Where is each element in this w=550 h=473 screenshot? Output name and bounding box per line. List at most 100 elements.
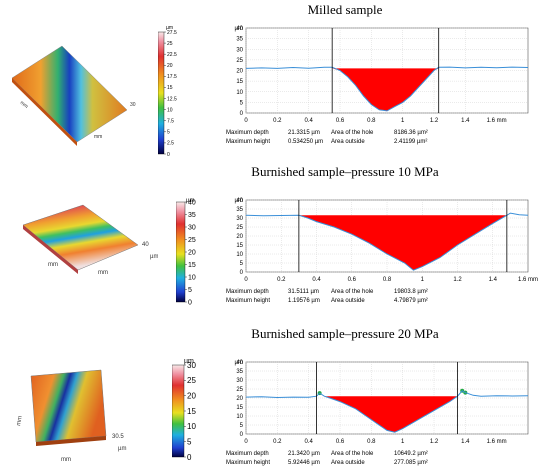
panel-3-stat-depth-value: 21.3420 µm: [288, 451, 320, 457]
colorbar-tick-label: 2.5: [167, 141, 174, 147]
panel-3-surface-image: mm mm 30.5 µm: [16, 369, 126, 463]
y-tick-label: 40: [236, 198, 243, 204]
y-tick-label: 15: [236, 243, 243, 249]
panel-3-colorbar: µm 30 25 20 15 10 5 0: [171, 356, 212, 466]
y-axis-unit: µm: [235, 26, 243, 32]
x-tick-label: 0.2: [273, 118, 282, 124]
y-tick-label: 0: [240, 270, 244, 276]
x-tick-label: 1.2: [430, 118, 439, 124]
y-axis-unit: µm: [235, 198, 243, 204]
colorbar-tick-label: 30: [188, 224, 196, 231]
x-end-tick-label: 1.6 mm: [518, 277, 538, 283]
colorbar-tick-label: 22.5: [167, 52, 177, 58]
colorbar-tick-label: 25: [167, 41, 173, 47]
y-tick-label: 30: [236, 378, 243, 384]
panel-2-stat-hole-label: Area of the hole: [331, 289, 374, 295]
panel-1-stat-height-label: Maximum height: [226, 139, 271, 145]
y-tick-label: 20: [236, 396, 243, 402]
y-axis-unit: µm: [235, 360, 243, 366]
hole-area: [316, 396, 458, 433]
y-tick-label: 0: [240, 432, 244, 438]
panel-3-surface-label-z: 30.5: [112, 434, 124, 440]
hole-area: [332, 68, 439, 111]
panel-3-stat-outside-label: Area outside: [331, 460, 365, 466]
colorbar-tick-label: 0: [187, 453, 192, 461]
panel-2-surface-label-unit: µm: [150, 254, 158, 260]
x-tick-label: 0.8: [383, 277, 392, 283]
colorbar-tick-label: 27.5: [167, 30, 177, 36]
panel-2-surface-image: mm mm 40 µm: [22, 204, 158, 276]
profile-line: [245, 212, 529, 271]
x-tick-label: 0.8: [367, 118, 376, 124]
x-tick-label: 0.8: [367, 439, 376, 445]
profile-line: [245, 66, 529, 112]
panel-1-stat-height-value: 0.534250 µm: [288, 139, 324, 145]
x-end-tick-label: 1.6 mm: [487, 439, 507, 445]
panel-1-surface-label-y: mm: [94, 134, 102, 140]
panel-2-surface-label-z: 40: [142, 242, 149, 248]
y-tick-label: 35: [236, 37, 243, 43]
y-tick-label: 30: [236, 47, 243, 53]
panel-2-stats: Maximum depth 31.5111 µm Area of the hol…: [226, 289, 526, 307]
panel-1-stat-depth-label: Maximum depth: [226, 130, 269, 136]
x-tick-label: 0: [244, 118, 248, 124]
x-tick-label: 0.2: [277, 277, 286, 283]
panel-2-colorbar: µm 40 35 30 25 20 15 10 5 0: [175, 196, 216, 311]
colorbar-tick-label: 25: [188, 237, 196, 244]
y-tick-label: 5: [240, 100, 244, 106]
y-tick-label: 25: [236, 387, 243, 393]
panel-1-stats: Maximum depth 21.3315 µm Area of the hol…: [226, 130, 526, 148]
panel-1-title: Milled sample: [307, 2, 383, 17]
colorbar-tick-label: 5: [187, 437, 192, 446]
panel-2-colorbar-unit: µm: [186, 198, 194, 204]
y-tick-label: 35: [236, 369, 243, 375]
colorbar-tick-label: 15: [167, 85, 173, 91]
panel-2-stat-depth-value: 31.5111 µm: [288, 289, 319, 295]
panel-2-colorbar-ticks: 40 35 30 25 20 15 10 5 0: [185, 199, 196, 306]
panel-1-colorbar: µm 27.5 25 22.5 20 17.5 15 12.5 10 7.5 5 2.5 0: [157, 24, 198, 164]
x-tick-label: 1.2: [430, 439, 439, 445]
colorbar-tick-label: 10: [167, 107, 173, 113]
colorbar-tick-label: 5: [167, 130, 170, 136]
y-tick-label: 15: [236, 79, 243, 85]
panel-1-colorbar-unit: µm: [166, 25, 173, 31]
x-tick-label: 0.6: [336, 118, 345, 124]
colorbar-tick-label: 7.5: [167, 118, 174, 124]
y-tick-label: 30: [236, 216, 243, 222]
panel-1-stat-depth-value: 21.3315 µm: [288, 130, 320, 136]
profile-line: [245, 390, 529, 433]
panel-1-surface-image: mm mm 30: [11, 45, 136, 146]
x-tick-label: 0.4: [304, 439, 313, 445]
y-tick-label: 25: [236, 225, 243, 231]
colorbar-tick-label: 15: [188, 262, 196, 269]
y-tick-label: 35: [236, 207, 243, 213]
colorbar-tick-label: 20: [188, 249, 196, 256]
x-tick-label: 1.4: [461, 118, 470, 124]
panel-1-stat-outside-label: Area outside: [331, 139, 365, 145]
panel-2-surface-label-y: mm: [98, 270, 108, 276]
y-tick-label: 10: [236, 90, 243, 96]
colorbar-tick-label: 40: [188, 199, 196, 206]
panel-3-stat-hole-label: Area of the hole: [331, 451, 374, 457]
y-tick-label: 20: [236, 234, 243, 240]
panel-2-title: Burnished sample–pressure 10 MPa: [251, 164, 439, 179]
colorbar-tick-label: 5: [188, 287, 192, 294]
x-tick-label: 1.2: [453, 277, 462, 283]
panel-2-stat-height-label: Maximum height: [226, 298, 271, 304]
panel-1-surface-label-x: mm: [19, 100, 29, 110]
y-tick-label: 5: [240, 423, 244, 429]
panel-1-colorbar-ticks: 27.5 25 22.5 20 17.5 15 12.5 10 7.5 5 2.5 0: [164, 30, 177, 158]
panel-3-stat-height-value: 5.92446 µm: [288, 460, 320, 466]
colorbar-tick-label: 10: [187, 422, 196, 431]
colorbar-tick-label: 20: [187, 391, 196, 400]
panel-2-stat-outside-label: Area outside: [331, 298, 365, 304]
y-tick-label: 25: [236, 58, 243, 64]
colorbar-tick-label: 20: [167, 63, 173, 69]
panel-3-stat-hole-value: 10649.2 µm²: [394, 451, 428, 457]
x-tick-label: 1.4: [461, 439, 470, 445]
y-tick-label: 15: [236, 405, 243, 411]
panel-2-stat-height-value: 1.19576 µm: [288, 298, 320, 304]
x-tick-label: 0.4: [304, 118, 313, 124]
